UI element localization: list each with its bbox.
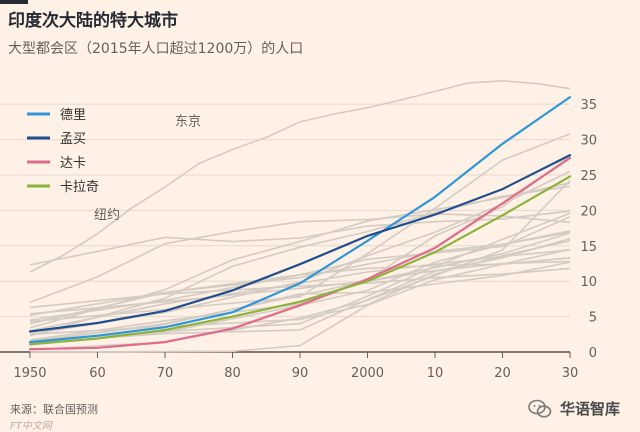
y-tick-label: 20 <box>580 204 597 219</box>
y-tick-label: 5 <box>589 311 597 326</box>
series-line-3 <box>28 175 572 346</box>
y-tick-label: 15 <box>580 240 597 255</box>
y-tick-label: 25 <box>580 169 597 184</box>
wechat-icon <box>528 399 552 418</box>
other-city-line-6 <box>29 213 571 304</box>
other-city-line-5 <box>29 182 571 329</box>
x-tick-label: 90 <box>292 366 309 381</box>
chart-title: 印度次大陆的特大城市 <box>8 11 178 31</box>
legend-label-2: 达卡 <box>60 156 86 171</box>
y-tick-label: 10 <box>580 275 597 290</box>
x-tick-label: 80 <box>224 366 241 381</box>
y-tick-label: 30 <box>580 134 597 149</box>
annotation-label: 东京 <box>175 114 201 129</box>
other-city-line-17 <box>29 216 571 321</box>
x-tick-label: 10 <box>427 366 444 381</box>
other-city-line-20 <box>29 267 571 309</box>
title-accent-bar <box>0 0 28 4</box>
series-line-2 <box>28 156 572 351</box>
y-tick-label: 35 <box>580 98 597 113</box>
other-city-line-0 <box>29 80 571 273</box>
x-tick-label: 60 <box>89 366 106 381</box>
x-tick-label: 70 <box>157 366 174 381</box>
other-city-line-21 <box>29 261 571 343</box>
series-line-0 <box>28 96 572 344</box>
other-city-line-7 <box>29 170 571 336</box>
watermark: FT中文网 <box>10 421 52 432</box>
series-line-1 <box>28 154 572 333</box>
other-cities-lines <box>29 80 571 353</box>
x-tick-label: 2000 <box>351 366 384 381</box>
other-city-line-16 <box>29 237 571 344</box>
brand-logo: 华语智库 <box>528 398 620 419</box>
legend-label-1: 孟买 <box>60 132 86 147</box>
source-note: 来源：联合国预测 <box>10 403 98 416</box>
other-city-line-1 <box>29 210 571 266</box>
other-city-line-2 <box>29 133 571 323</box>
annotation-label: 纽约 <box>94 208 120 223</box>
y-axis: 0 5 10 15 20 25 30 35 <box>580 98 597 361</box>
chart-subtitle: 大型都会区（2015年人口超过1200万）的人口 <box>8 41 304 57</box>
other-city-line-15 <box>29 212 571 342</box>
highlight-lines <box>28 96 572 351</box>
legend-label-3: 卡拉奇 <box>60 179 99 195</box>
x-tick-label: 20 <box>494 366 511 381</box>
gridlines <box>0 103 570 353</box>
x-tick-label: 1950 <box>13 366 46 381</box>
brand-text: 华语智库 <box>560 400 621 418</box>
y-tick-label: 0 <box>589 346 597 361</box>
x-tick-label: 30 <box>562 366 579 381</box>
x-axis: 1950 60 70 80 90 2000 10 20 30 <box>13 352 578 381</box>
legend-label-0: 德里 <box>60 108 86 123</box>
